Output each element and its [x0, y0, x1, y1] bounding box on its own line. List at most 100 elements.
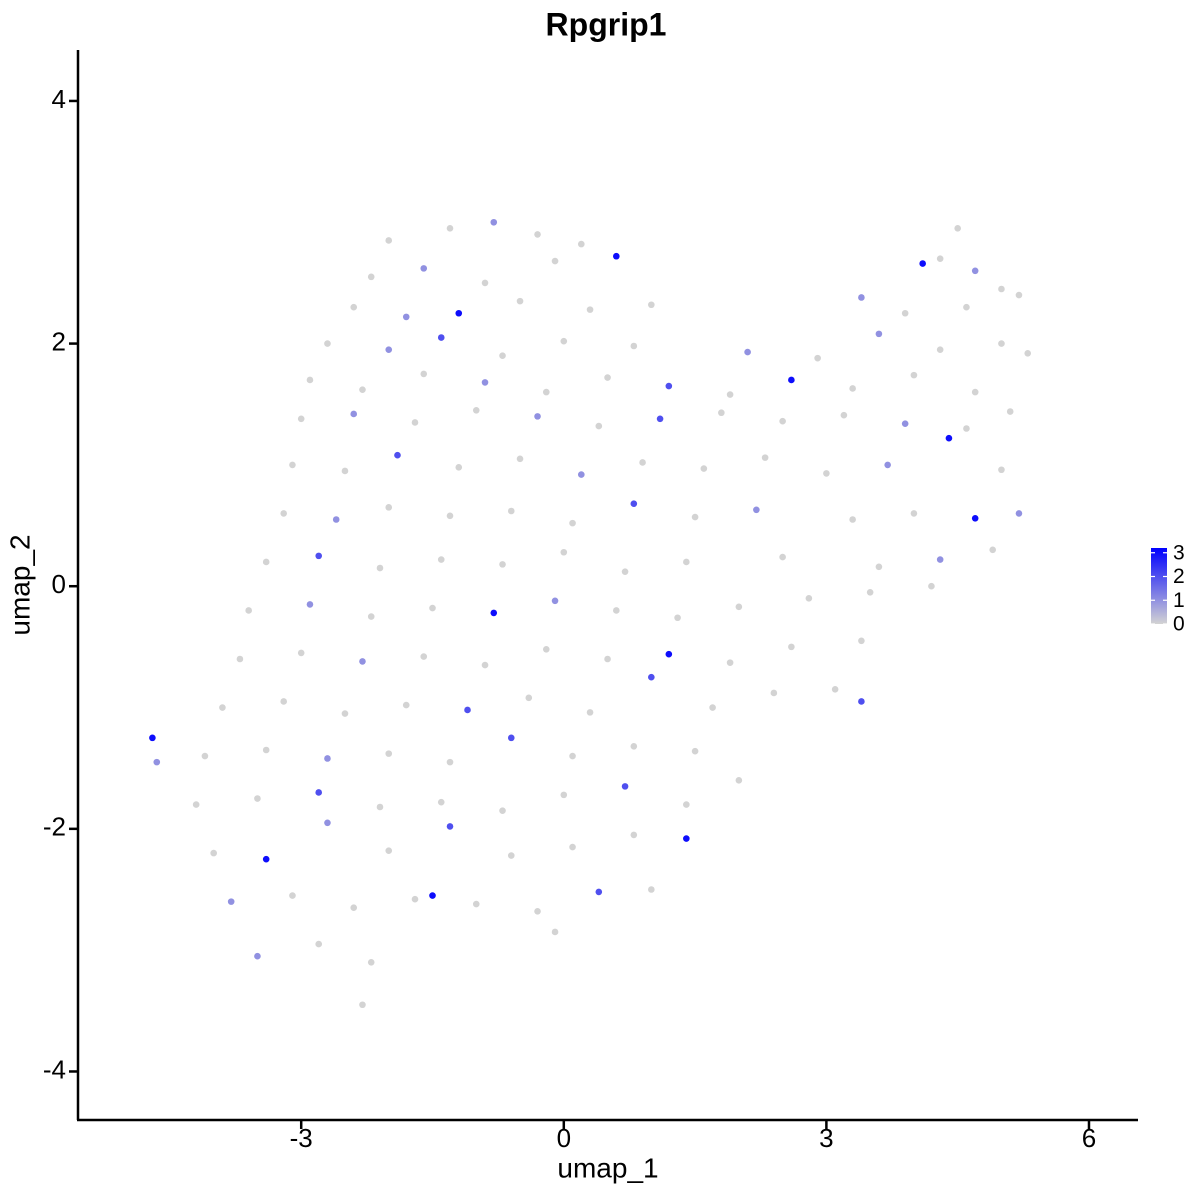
point [586, 306, 594, 313]
y-axis-title: umap_2 [4, 534, 35, 635]
point [542, 388, 550, 396]
point [236, 655, 244, 663]
point [656, 415, 664, 423]
point [359, 386, 366, 393]
point [525, 694, 533, 702]
point [578, 471, 585, 478]
point [280, 510, 287, 517]
point [551, 597, 559, 605]
x-tick-label: -3 [290, 1123, 313, 1153]
point [971, 267, 979, 275]
point [367, 958, 375, 966]
point [385, 847, 393, 854]
point [280, 698, 287, 705]
point [735, 777, 743, 784]
point [324, 819, 331, 827]
point [481, 279, 489, 287]
point [262, 855, 270, 863]
point [376, 803, 384, 811]
point [936, 556, 944, 563]
point [507, 507, 515, 515]
point [1015, 510, 1023, 517]
point [945, 434, 953, 442]
point [604, 374, 611, 381]
point [578, 240, 585, 248]
point [936, 346, 944, 353]
point [149, 734, 156, 742]
point [201, 752, 209, 760]
point [761, 454, 769, 461]
point [420, 653, 428, 660]
point [648, 673, 655, 681]
point [210, 849, 217, 857]
point [446, 823, 454, 830]
colorbar-label: 2 [1173, 565, 1185, 588]
point [595, 888, 603, 896]
point [367, 273, 375, 281]
point [779, 553, 786, 561]
point [376, 564, 384, 572]
point [831, 686, 839, 693]
point [507, 734, 515, 742]
x-tick-label: 3 [819, 1123, 833, 1153]
point [919, 260, 926, 267]
point [665, 650, 673, 658]
point [446, 512, 454, 520]
point [910, 510, 918, 517]
point [648, 886, 655, 893]
point [437, 798, 445, 806]
point [429, 604, 436, 612]
point [726, 659, 734, 666]
point [858, 294, 865, 301]
point [437, 334, 445, 341]
point [402, 313, 410, 321]
point [315, 940, 323, 948]
point [665, 382, 673, 390]
point [350, 303, 358, 311]
point [1015, 291, 1023, 299]
y-tick-label: -2 [43, 812, 66, 842]
point [324, 755, 331, 762]
point [420, 265, 428, 272]
point [875, 563, 883, 571]
point [350, 904, 358, 911]
point [770, 689, 778, 697]
point [472, 900, 480, 908]
point [674, 614, 681, 622]
point [1024, 349, 1032, 357]
point [683, 558, 690, 566]
point [437, 556, 445, 563]
point [289, 892, 296, 899]
point [297, 415, 305, 423]
point [490, 218, 498, 226]
point [297, 649, 305, 657]
point [192, 801, 200, 808]
point [691, 513, 699, 521]
point [446, 225, 454, 232]
point [534, 231, 541, 238]
point [989, 546, 996, 554]
x-tick-label: 6 [1082, 1123, 1096, 1153]
point [630, 743, 638, 750]
point [823, 470, 830, 477]
point [569, 752, 576, 760]
y-tick-label: 0 [52, 569, 66, 599]
point [551, 928, 559, 936]
point [613, 607, 620, 614]
point [884, 461, 891, 469]
point [569, 519, 576, 527]
point [998, 285, 1005, 293]
point [499, 807, 506, 814]
point [1006, 408, 1014, 415]
point [411, 895, 419, 903]
point [963, 303, 970, 311]
point [753, 506, 760, 514]
point [630, 831, 638, 839]
point [481, 379, 489, 386]
point [648, 301, 655, 309]
point [691, 747, 699, 755]
point [788, 643, 795, 651]
point [569, 843, 576, 851]
point [586, 709, 594, 716]
